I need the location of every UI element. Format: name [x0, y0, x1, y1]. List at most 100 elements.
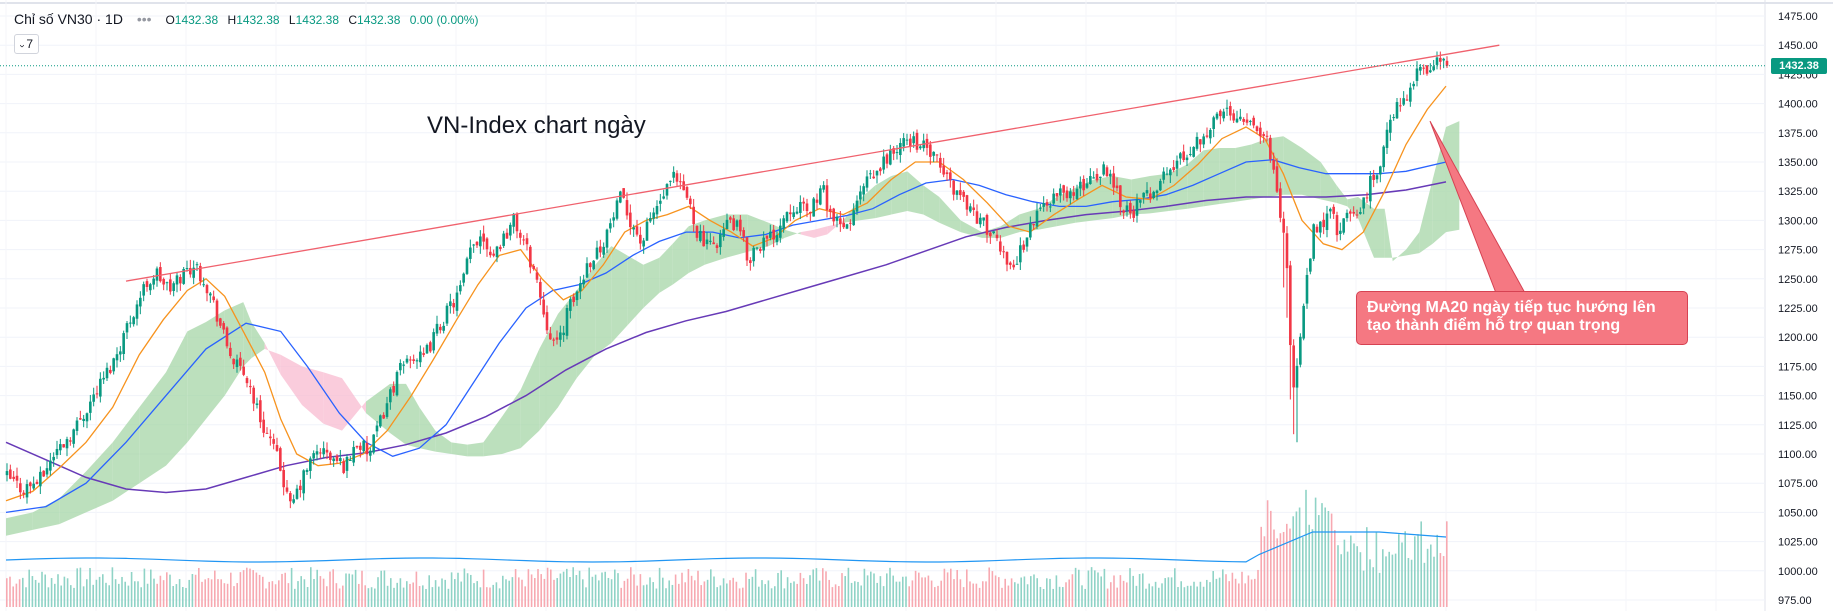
candle-body [892, 148, 895, 154]
chevron-icon: › [16, 44, 28, 48]
volume-bar [441, 578, 443, 607]
symbol-title[interactable]: Chỉ số VN30 · 1D [14, 11, 123, 27]
candle-body [642, 240, 645, 247]
price-axis-tick: 1250.00 [1778, 274, 1818, 286]
volume-bar [822, 568, 824, 607]
candle-body [405, 358, 409, 363]
indicators-toggle-button[interactable]: ›7 [14, 34, 40, 54]
candle-body [1335, 215, 1339, 236]
candle-body [215, 300, 219, 322]
volume-bar [278, 580, 280, 607]
volume-bar [1305, 489, 1307, 607]
volume-bar [1215, 578, 1218, 607]
volume-bar [550, 569, 552, 607]
volume-bar [630, 567, 632, 607]
volume-bar [329, 571, 331, 607]
candle-body [822, 185, 825, 190]
candle-body [1252, 117, 1255, 126]
volume-bar [92, 584, 94, 607]
candle-body [1125, 205, 1129, 211]
candle-body [229, 347, 232, 357]
ichimoku-cloud-segment [1374, 208, 1385, 258]
candle-body [995, 234, 999, 239]
volume-bar [1346, 551, 1349, 607]
ichimoku-cloud-segment [467, 442, 484, 457]
volume-bar [684, 582, 686, 607]
more-icon[interactable]: ••• [136, 11, 152, 27]
candle-body [345, 456, 349, 471]
callout-annotation[interactable]: Đường MA20 ngày tiếp tục hướng lên tạo t… [1356, 291, 1688, 345]
candle-body [599, 246, 602, 253]
volume-bar [207, 578, 210, 607]
candle-body [312, 453, 315, 459]
volume-bar [921, 577, 923, 607]
candle-body [269, 436, 272, 439]
chart-annotation-title[interactable]: VN-Index chart ngày [427, 112, 646, 139]
volume-bar [1273, 529, 1275, 607]
candle-body [1315, 226, 1319, 233]
volume-bar [594, 574, 597, 607]
candle-body [1352, 211, 1355, 214]
volume-bar [1321, 503, 1323, 607]
candle-body [1229, 106, 1232, 116]
candle-body [62, 444, 65, 448]
candle-body [1085, 183, 1089, 188]
volume-bar [738, 588, 741, 607]
candle-body [1179, 153, 1182, 159]
candle-body [1439, 57, 1442, 62]
candle-body [1189, 153, 1192, 155]
price-axis-tick: 1300.00 [1778, 215, 1818, 227]
candle-body [1379, 166, 1382, 175]
volume-bar [678, 583, 680, 607]
candle-body [1209, 129, 1212, 139]
volume-bar [966, 569, 968, 607]
volume-bar [1353, 543, 1355, 607]
volume-bar [15, 583, 18, 607]
ichimoku-cloud-segment [224, 302, 244, 396]
volume-bar [214, 570, 216, 607]
candle-body [929, 144, 932, 157]
volume-bar [1119, 575, 1122, 607]
volume-bar [863, 568, 866, 607]
volume-bar [598, 580, 600, 607]
volume-bar [1238, 583, 1240, 607]
volume-bar [1385, 556, 1387, 607]
volume-bar [1334, 530, 1336, 607]
volume-bar [866, 575, 869, 607]
volume-bar [889, 567, 891, 607]
candle-body [1015, 263, 1019, 265]
candle-body [772, 229, 775, 240]
volume-bar [447, 588, 450, 607]
volume-bar [444, 579, 446, 607]
candle-body [359, 445, 362, 450]
candle-body [1442, 58, 1445, 61]
candle-body [1072, 192, 1075, 196]
ichimoku-cloud-segment [502, 389, 521, 454]
volume-bar [233, 586, 235, 607]
volume-bar [422, 585, 424, 607]
candle-body [762, 237, 765, 251]
ichimoku-cloud-segment [891, 171, 908, 215]
candle-body [475, 241, 479, 246]
candle-body [472, 244, 475, 246]
candle-body [809, 212, 812, 214]
volume-bar [415, 571, 418, 607]
volume-bar [364, 585, 366, 607]
price-axis-tick: 1450.00 [1778, 40, 1818, 52]
candle-body [89, 401, 92, 413]
volume-bar [809, 575, 811, 607]
candle-body [852, 210, 855, 226]
volume-bar [22, 577, 24, 607]
candle-body [425, 344, 429, 354]
volume-bar [1097, 572, 1099, 607]
candle-body [959, 190, 962, 196]
volume-bar [322, 578, 325, 607]
volume-bar [828, 579, 830, 607]
candle-body [639, 234, 642, 244]
candle-body [985, 215, 989, 235]
candle-body [1415, 68, 1419, 81]
candle-body [342, 461, 345, 473]
volume-bar [566, 568, 568, 607]
volume-bar [1350, 535, 1352, 607]
volume-bar [585, 587, 587, 607]
